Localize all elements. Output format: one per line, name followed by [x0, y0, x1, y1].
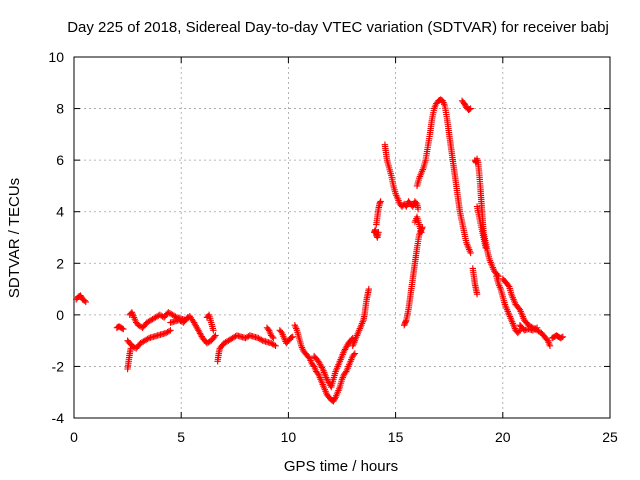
- data-point: [82, 298, 89, 306]
- y-tick-label: 2: [56, 255, 64, 271]
- y-tick-label: 0: [56, 307, 64, 323]
- data-point: [211, 333, 218, 340]
- data-point: [272, 342, 279, 349]
- x-tick-label: 10: [281, 429, 297, 445]
- grid-lines: [74, 57, 610, 418]
- data-point: [467, 105, 474, 112]
- y-tick-label: 8: [56, 101, 64, 117]
- data-point: [210, 327, 217, 334]
- data-point: [269, 333, 276, 340]
- data-series-sdtvar: [72, 96, 567, 405]
- data-point: [482, 244, 489, 252]
- data-point: [120, 325, 127, 333]
- data-point: [184, 314, 191, 321]
- data-point: [81, 297, 88, 304]
- x-axis-label: GPS time / hours: [284, 458, 398, 475]
- x-tick-label: 25: [602, 429, 618, 445]
- data-point: [318, 364, 326, 371]
- y-tick-label: -2: [52, 358, 65, 374]
- x-tick-label: 5: [177, 429, 185, 445]
- data-point: [559, 333, 567, 340]
- data-point: [414, 205, 422, 213]
- data-point: [144, 335, 151, 343]
- data-point: [258, 336, 265, 343]
- data-point: [473, 291, 481, 298]
- data-point: [532, 325, 539, 332]
- data-point: [270, 341, 278, 349]
- data-point: [183, 315, 190, 322]
- data-point: [375, 229, 382, 236]
- data-point: [515, 328, 523, 335]
- x-tick-label: 20: [495, 429, 511, 445]
- data-point: [546, 342, 554, 349]
- data-point: [288, 334, 295, 341]
- data-point: [289, 333, 296, 340]
- plot-frame: [73, 56, 611, 419]
- data-point: [165, 327, 173, 335]
- y-tick-label: 10: [48, 49, 64, 65]
- data-point: [467, 249, 474, 257]
- chart-title: Day 225 of 2018, Sidereal Day-to-day VTE…: [67, 19, 609, 36]
- data-point: [350, 351, 357, 359]
- data-point: [533, 324, 541, 331]
- data-point: [351, 350, 359, 357]
- data-point: [167, 327, 174, 334]
- data-point: [212, 332, 219, 339]
- y-axis-label: SDTVAR / TECUs: [6, 178, 23, 298]
- data-point: [504, 282, 512, 289]
- x-tick-label: 15: [388, 429, 404, 445]
- data-point: [331, 395, 339, 402]
- data-point: [558, 334, 565, 341]
- data-point: [377, 198, 384, 205]
- data-point: [172, 313, 179, 320]
- data-point: [365, 285, 372, 293]
- data-point: [418, 229, 425, 236]
- y-tick-label: 4: [56, 204, 64, 220]
- y-tick-label: 6: [56, 152, 64, 168]
- data-point: [270, 334, 277, 342]
- x-tick-label: 0: [70, 429, 78, 445]
- data-point: [466, 106, 473, 113]
- y-tick-label: -4: [52, 410, 65, 426]
- data-point: [119, 325, 126, 332]
- data-point: [412, 199, 420, 206]
- axis-ticks: 0 5 10 15 20 25 -4 -2 0 2 4 6 8 10: [48, 49, 618, 445]
